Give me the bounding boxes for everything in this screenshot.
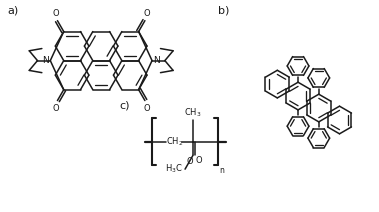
Text: b): b) xyxy=(218,5,229,15)
Text: n: n xyxy=(219,166,224,175)
Text: O: O xyxy=(52,9,59,18)
Text: c): c) xyxy=(119,100,130,110)
Text: N: N xyxy=(153,56,160,65)
Text: O: O xyxy=(52,103,59,113)
Text: O: O xyxy=(144,9,150,18)
Text: a): a) xyxy=(8,5,19,15)
Text: H$_3$C: H$_3$C xyxy=(165,163,183,175)
Text: O: O xyxy=(186,157,193,166)
Text: N: N xyxy=(42,56,49,65)
Text: CH$_3$: CH$_3$ xyxy=(184,106,202,119)
Text: CH$_2$: CH$_2$ xyxy=(166,135,184,148)
Text: O: O xyxy=(144,103,150,113)
Text: O: O xyxy=(196,156,202,165)
